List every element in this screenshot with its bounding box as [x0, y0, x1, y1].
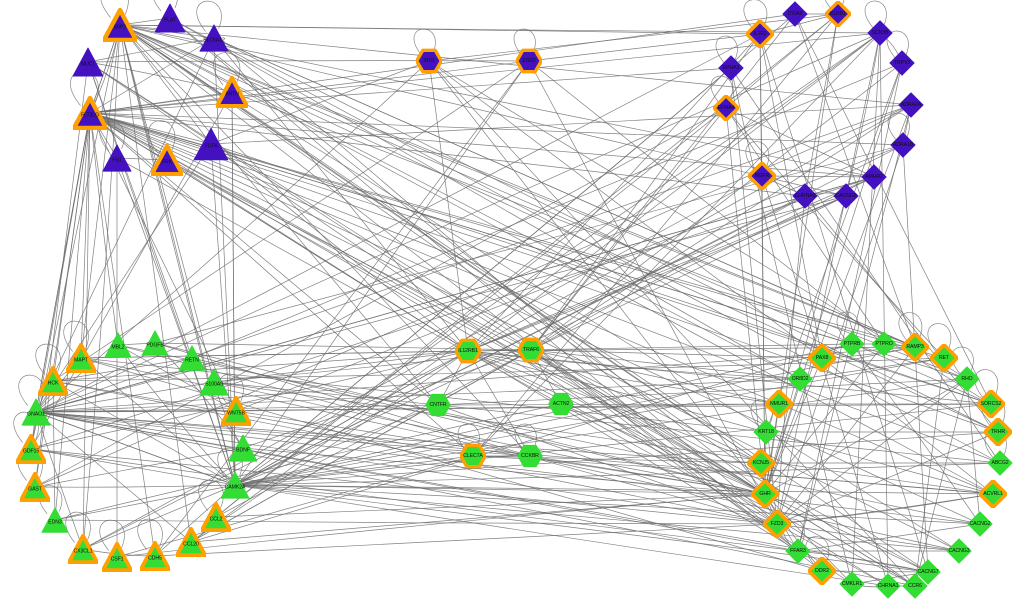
graph-node-ghr[interactable]: GHR — [751, 480, 779, 508]
graph-node-edn3[interactable]: EDN3 — [41, 506, 69, 534]
graph-node-fgf6[interactable]: FGF6 — [193, 126, 229, 162]
graph-node-cdh5[interactable]: CDH5 — [140, 541, 170, 571]
graph-node-ddr2[interactable]: DDR2 — [808, 557, 836, 585]
graph-node-chrna6[interactable]: CHRNA6 — [792, 183, 818, 209]
graph-node-nmur1[interactable]: NMUR1 — [765, 390, 793, 418]
graph-node-adra1b[interactable]: ADRA1B — [890, 132, 916, 158]
graph-node-camk2a[interactable]: CAMK2A — [220, 470, 250, 500]
graph-node-slc6a12[interactable]: SLC6A12 — [199, 23, 229, 53]
graph-node-cmklr1[interactable]: CMKLR1 — [839, 571, 865, 597]
graph-node-ramp3[interactable]: RAMP3 — [901, 333, 929, 361]
graph-node-artn[interactable]: ARTN — [216, 76, 248, 108]
graph-node-s100a9[interactable]: S100A9 — [199, 367, 229, 397]
graph-node-ptprb[interactable]: PTPRB — [839, 331, 865, 357]
graph-node-mapt[interactable]: MAPT — [66, 343, 96, 373]
graph-node-trhr[interactable]: TRHR — [984, 418, 1012, 446]
graph-node-sorcs2[interactable]: SORCS2 — [977, 390, 1005, 418]
graph-node-cacng5[interactable]: CACNG5 — [833, 183, 859, 209]
graph-node-csf1[interactable]: CSF1 — [102, 542, 132, 572]
graph-node-abcg2[interactable]: ABCG2 — [987, 450, 1013, 476]
graph-node-krt18[interactable]: KRT18 — [753, 419, 779, 445]
graph-node-traf6[interactable]: TRAF6 — [518, 337, 544, 363]
graph-node-cntfr[interactable]: CNTFR — [425, 392, 451, 418]
graph-node-esr2[interactable]: ESR2 — [516, 48, 542, 74]
graph-node-itga8[interactable]: ITGA8 — [782, 1, 808, 27]
graph-node-actn2[interactable]: ACTN2 — [548, 391, 574, 417]
graph-node-cx3cl1[interactable]: CX3CL1 — [68, 534, 98, 564]
graph-node-mip2[interactable]: MIP2 — [103, 8, 137, 42]
graph-node-il12rb1[interactable]: IL12RB1 — [455, 338, 481, 364]
graph-node-chrna1[interactable]: CHRNA1 — [875, 573, 901, 599]
graph-node-gast[interactable]: GAST — [20, 472, 50, 502]
graph-node-fn1[interactable]: FN1 — [102, 143, 132, 173]
graph-node-cacng2[interactable]: CACNG2 — [967, 511, 993, 537]
graph-node-cckbr[interactable]: CCKBR — [517, 443, 543, 469]
graph-node-fzd3[interactable]: FZD3 — [763, 510, 791, 538]
graph-node-amhr2[interactable]: AMHR2 — [861, 164, 887, 190]
graph-node-cacng3[interactable]: CACNG3 — [946, 538, 972, 564]
graph-node-epha3[interactable]: EPHA3 — [718, 55, 744, 81]
graph-node-klrb1[interactable]: KLRB1 — [825, 1, 851, 27]
graph-node-trpv3[interactable]: TRPV3 — [889, 50, 915, 76]
graph-node-ptpro[interactable]: PTPRO — [871, 331, 897, 357]
graph-node-muc1[interactable]: MUC1 — [72, 46, 104, 78]
graph-node-mbl2[interactable]: MBL2 — [104, 331, 132, 359]
graph-node-bdnf[interactable]: BDNF — [228, 433, 258, 463]
graph-node-acvrl1[interactable]: ACVRL1 — [979, 480, 1007, 508]
graph-node-ccl20[interactable]: CCL20 — [176, 527, 206, 557]
graph-node-adra2a[interactable]: ADRA2A — [898, 92, 924, 118]
graph-node-clec7a[interactable]: CLEC7A — [460, 443, 486, 469]
graph-node-wnt5b[interactable]: WNT5B — [221, 396, 251, 426]
graph-node-gnao1[interactable]: GNAO1 — [21, 397, 51, 427]
graph-node-kcnj5[interactable]: KCNJ5 — [747, 449, 775, 477]
graph-node-frk[interactable]: FRK — [151, 144, 183, 176]
graph-node-scn3b[interactable]: SCN3B — [867, 20, 893, 46]
graph-node-plat[interactable]: PLAT — [154, 2, 186, 34]
graph-node-il1r2[interactable]: IL1R2 — [746, 20, 774, 48]
graph-node-gdf15[interactable]: GDF15 — [16, 434, 46, 464]
graph-node-epha4[interactable]: EPHA4 — [713, 95, 739, 121]
graph-node-or8d2[interactable]: OR8D2 — [787, 366, 813, 392]
graph-node-flt3lg[interactable]: FLT3LG — [73, 96, 107, 130]
graph-node-rho[interactable]: RHO — [954, 366, 980, 392]
graph-node-hck[interactable]: HCK — [38, 366, 68, 396]
graph-node-ccr6[interactable]: CCR6 — [902, 573, 928, 599]
graph-node-irs1[interactable]: IRS1 — [416, 48, 442, 74]
graph-node-pdgfb[interactable]: PDGFB — [141, 329, 169, 357]
graph-node-ngfr[interactable]: NGFR — [748, 162, 776, 190]
